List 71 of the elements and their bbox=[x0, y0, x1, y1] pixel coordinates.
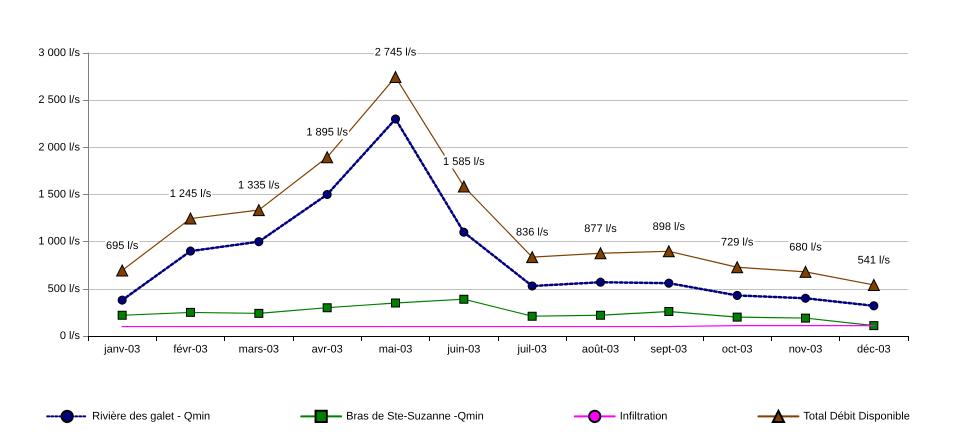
point bbox=[254, 237, 264, 246]
y-tick-label: 1 500 l/s bbox=[38, 188, 80, 200]
point bbox=[186, 308, 195, 317]
point bbox=[116, 264, 128, 276]
x-tick-label: sept-03 bbox=[650, 344, 688, 356]
point bbox=[254, 308, 264, 318]
point bbox=[391, 298, 400, 308]
point bbox=[321, 151, 334, 164]
y-tick-label: 2 000 l/s bbox=[38, 141, 80, 154]
data-label: 1 895 l/s bbox=[306, 126, 348, 139]
y-tick-label: 3 000 l/s bbox=[38, 47, 80, 59]
point bbox=[801, 294, 810, 303]
point bbox=[594, 247, 606, 260]
point bbox=[459, 294, 468, 304]
legend-label: Infiltration bbox=[620, 410, 668, 422]
y-tick-label: 2 500 l/s bbox=[38, 94, 80, 106]
data-label: 898 l/s bbox=[652, 220, 686, 233]
point bbox=[869, 321, 878, 330]
point bbox=[662, 245, 675, 258]
data-label: 877 l/s bbox=[584, 222, 618, 235]
x-tick-label: août-03 bbox=[582, 344, 620, 356]
x-tick-label: mars-03 bbox=[238, 344, 280, 356]
point bbox=[186, 246, 195, 256]
y-tick-label: 1 000 l/s bbox=[38, 236, 80, 248]
point bbox=[118, 310, 127, 320]
legend-label: Rivière des galet - Qmin bbox=[92, 410, 210, 422]
point bbox=[732, 290, 742, 300]
point bbox=[458, 180, 470, 192]
point bbox=[664, 306, 674, 316]
x-tick-label: juil-03 bbox=[516, 344, 547, 356]
point bbox=[732, 312, 742, 322]
point bbox=[528, 312, 537, 321]
data-label: 836 l/s bbox=[516, 226, 549, 239]
point bbox=[322, 303, 332, 312]
x-tick-label: janv-03 bbox=[103, 344, 140, 356]
x-tick-label: mai-03 bbox=[378, 344, 412, 356]
point bbox=[731, 261, 744, 274]
point bbox=[801, 314, 810, 323]
point bbox=[868, 278, 880, 291]
point bbox=[596, 278, 605, 287]
point bbox=[528, 282, 537, 290]
data-label: 695 l/s bbox=[106, 240, 139, 252]
point bbox=[596, 310, 605, 320]
x-tick-label: févr-03 bbox=[173, 344, 208, 356]
x-tick-label: avr-03 bbox=[312, 344, 343, 356]
x-tick-label: déc-03 bbox=[857, 344, 891, 356]
data-label: 729 l/s bbox=[720, 236, 754, 249]
point bbox=[252, 204, 265, 216]
data-label: 1 245 l/s bbox=[170, 188, 212, 200]
point bbox=[390, 71, 402, 84]
point bbox=[459, 228, 468, 237]
data-label: 2 745 l/s bbox=[374, 46, 417, 59]
point bbox=[322, 190, 332, 199]
legend-label: Bras de Ste-Suzanne -Qmin bbox=[346, 410, 484, 422]
data-label: 1 585 l/s bbox=[443, 156, 486, 168]
data-label: 541 l/s bbox=[858, 254, 891, 266]
y-tick-label: 0 l/s bbox=[60, 330, 80, 342]
point bbox=[800, 266, 812, 278]
point bbox=[118, 296, 127, 305]
point bbox=[391, 114, 400, 124]
data-label: 1 335 l/s bbox=[238, 180, 280, 192]
point bbox=[184, 212, 196, 225]
point bbox=[664, 278, 674, 288]
x-tick-label: oct-03 bbox=[722, 344, 752, 356]
data-label: 680 l/s bbox=[789, 241, 822, 254]
x-tick-label: nov-03 bbox=[788, 344, 822, 356]
y-tick-label: 500 l/s bbox=[48, 282, 80, 295]
point bbox=[869, 301, 878, 310]
legend-label: Total Débit Disponible bbox=[803, 410, 910, 422]
point bbox=[526, 251, 538, 264]
x-tick-label: juin-03 bbox=[446, 344, 480, 356]
